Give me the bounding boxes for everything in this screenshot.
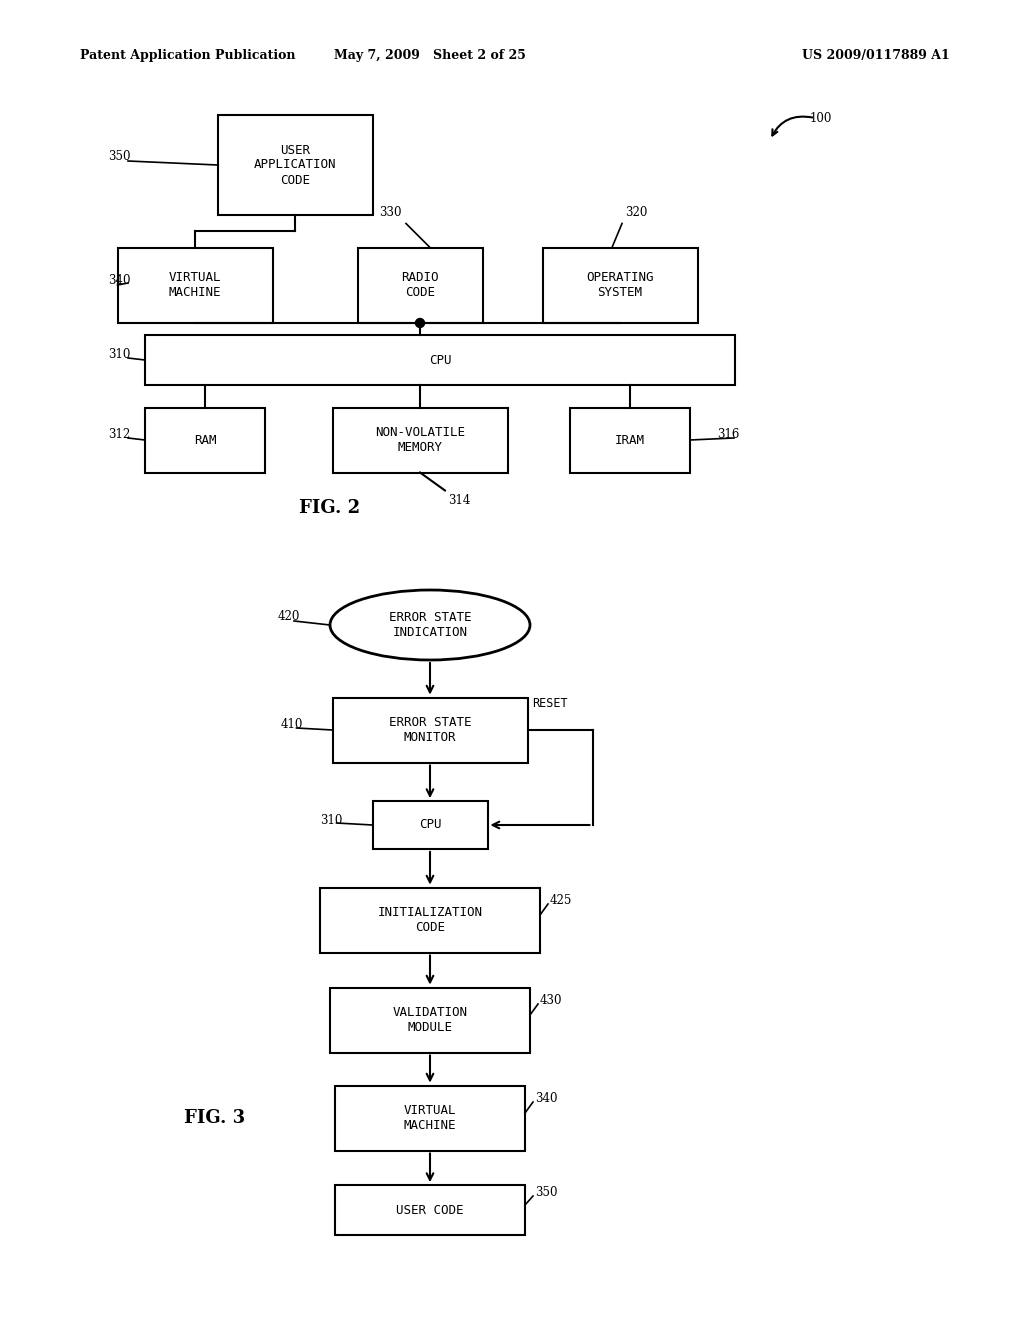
- Text: IRAM: IRAM: [615, 433, 645, 446]
- Text: 316: 316: [718, 429, 740, 441]
- Text: CPU: CPU: [419, 818, 441, 832]
- Text: VIRTUAL
MACHINE: VIRTUAL MACHINE: [403, 1104, 457, 1133]
- Text: CPU: CPU: [429, 354, 452, 367]
- Text: VALIDATION
MODULE: VALIDATION MODULE: [392, 1006, 468, 1034]
- Text: RADIO
CODE: RADIO CODE: [401, 271, 438, 300]
- Text: 410: 410: [281, 718, 303, 731]
- Bar: [333, 408, 508, 473]
- Bar: [335, 1185, 525, 1236]
- Text: 312: 312: [108, 429, 130, 441]
- Text: ERROR STATE
MONITOR: ERROR STATE MONITOR: [389, 715, 471, 744]
- Bar: [335, 1085, 525, 1151]
- Bar: [330, 987, 530, 1052]
- Bar: [145, 408, 265, 473]
- Text: US 2009/0117889 A1: US 2009/0117889 A1: [802, 49, 950, 62]
- Text: 310: 310: [321, 813, 343, 826]
- Circle shape: [416, 318, 425, 327]
- Bar: [217, 115, 373, 215]
- Bar: [543, 248, 697, 322]
- Text: 100: 100: [810, 111, 833, 124]
- Text: 340: 340: [535, 1092, 557, 1105]
- Bar: [570, 408, 690, 473]
- Text: FIG. 2: FIG. 2: [299, 499, 360, 517]
- Text: FIG. 3: FIG. 3: [184, 1109, 246, 1127]
- Text: 430: 430: [540, 994, 562, 1006]
- Text: USER CODE: USER CODE: [396, 1204, 464, 1217]
- Bar: [373, 801, 487, 849]
- Text: 350: 350: [535, 1185, 557, 1199]
- Text: INITIALIZATION
CODE: INITIALIZATION CODE: [378, 906, 482, 935]
- Text: 310: 310: [108, 348, 130, 362]
- Text: NON-VOLATILE
MEMORY: NON-VOLATILE MEMORY: [375, 426, 465, 454]
- Text: RESET: RESET: [532, 697, 568, 710]
- Text: 330: 330: [380, 206, 402, 219]
- Text: 320: 320: [625, 206, 647, 219]
- Bar: [145, 335, 735, 385]
- Bar: [319, 887, 540, 953]
- Text: RAM: RAM: [194, 433, 216, 446]
- Bar: [118, 248, 272, 322]
- Text: 420: 420: [278, 610, 300, 623]
- Bar: [357, 248, 482, 322]
- Text: May 7, 2009   Sheet 2 of 25: May 7, 2009 Sheet 2 of 25: [334, 49, 526, 62]
- Text: 425: 425: [550, 894, 572, 907]
- Text: ERROR STATE
INDICATION: ERROR STATE INDICATION: [389, 611, 471, 639]
- Text: 314: 314: [449, 495, 470, 507]
- Text: 340: 340: [108, 273, 130, 286]
- Text: VIRTUAL
MACHINE: VIRTUAL MACHINE: [169, 271, 221, 300]
- Text: 350: 350: [108, 150, 130, 164]
- Bar: [333, 697, 527, 763]
- Text: Patent Application Publication: Patent Application Publication: [80, 49, 296, 62]
- Ellipse shape: [330, 590, 530, 660]
- Text: OPERATING
SYSTEM: OPERATING SYSTEM: [587, 271, 653, 300]
- Text: USER
APPLICATION
CODE: USER APPLICATION CODE: [254, 144, 336, 186]
